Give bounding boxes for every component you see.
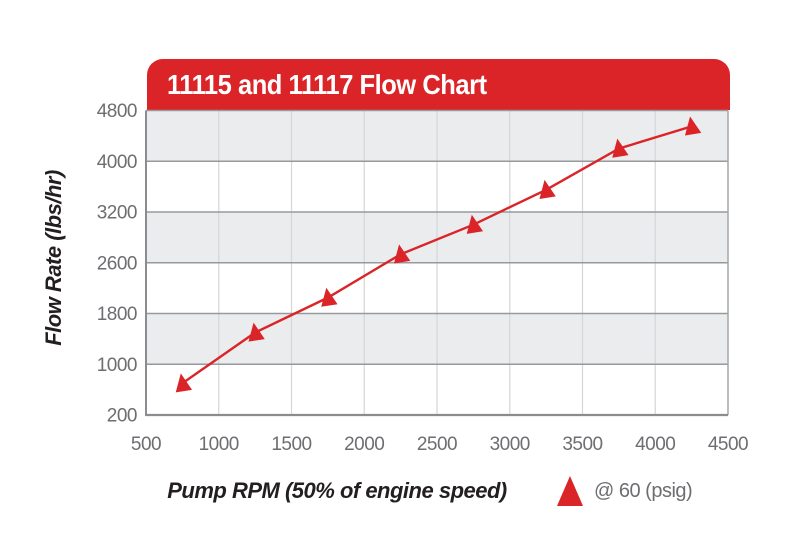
chart-title-banner: 11115 and 11117 Flow Chart	[147, 59, 730, 110]
x-tick-label: 1000	[199, 434, 239, 455]
legend: @ 60 (psig)	[557, 476, 693, 506]
data-point-marker	[321, 287, 338, 307]
legend-label: @ 60 (psig)	[594, 479, 693, 502]
x-tick-label: 2000	[344, 434, 384, 455]
y-tick-label: 2600	[97, 253, 137, 274]
y-tick-label: 200	[107, 406, 137, 427]
x-tick-label: 2500	[417, 434, 457, 455]
y-tick-label: 4000	[97, 152, 137, 173]
x-tick-label: 3000	[490, 434, 530, 455]
x-tick-label: 1500	[271, 434, 311, 455]
data-point-marker	[684, 116, 702, 136]
y-tick-label: 3200	[97, 203, 137, 224]
data-line	[181, 125, 692, 385]
data-point-marker	[393, 244, 411, 264]
x-tick-label: 4500	[708, 434, 748, 455]
data-point-marker	[539, 179, 556, 199]
y-tick-label: 1000	[97, 355, 137, 376]
data-point-marker	[466, 214, 484, 234]
y-tick-label: 1800	[97, 304, 137, 325]
x-tick-label: 500	[131, 434, 161, 455]
legend-triangle-icon	[557, 476, 583, 506]
x-tick-label: 4000	[635, 434, 675, 455]
x-axis-title: Pump RPM (50% of engine speed)	[167, 478, 507, 503]
data-point-marker	[175, 373, 193, 393]
y-tick-label: 4800	[97, 101, 137, 122]
data-point-marker	[248, 322, 265, 342]
data-point-marker	[612, 138, 629, 158]
x-tick-label: 3500	[562, 434, 602, 455]
chart-title: 11115 and 11117 Flow Chart	[167, 68, 487, 100]
